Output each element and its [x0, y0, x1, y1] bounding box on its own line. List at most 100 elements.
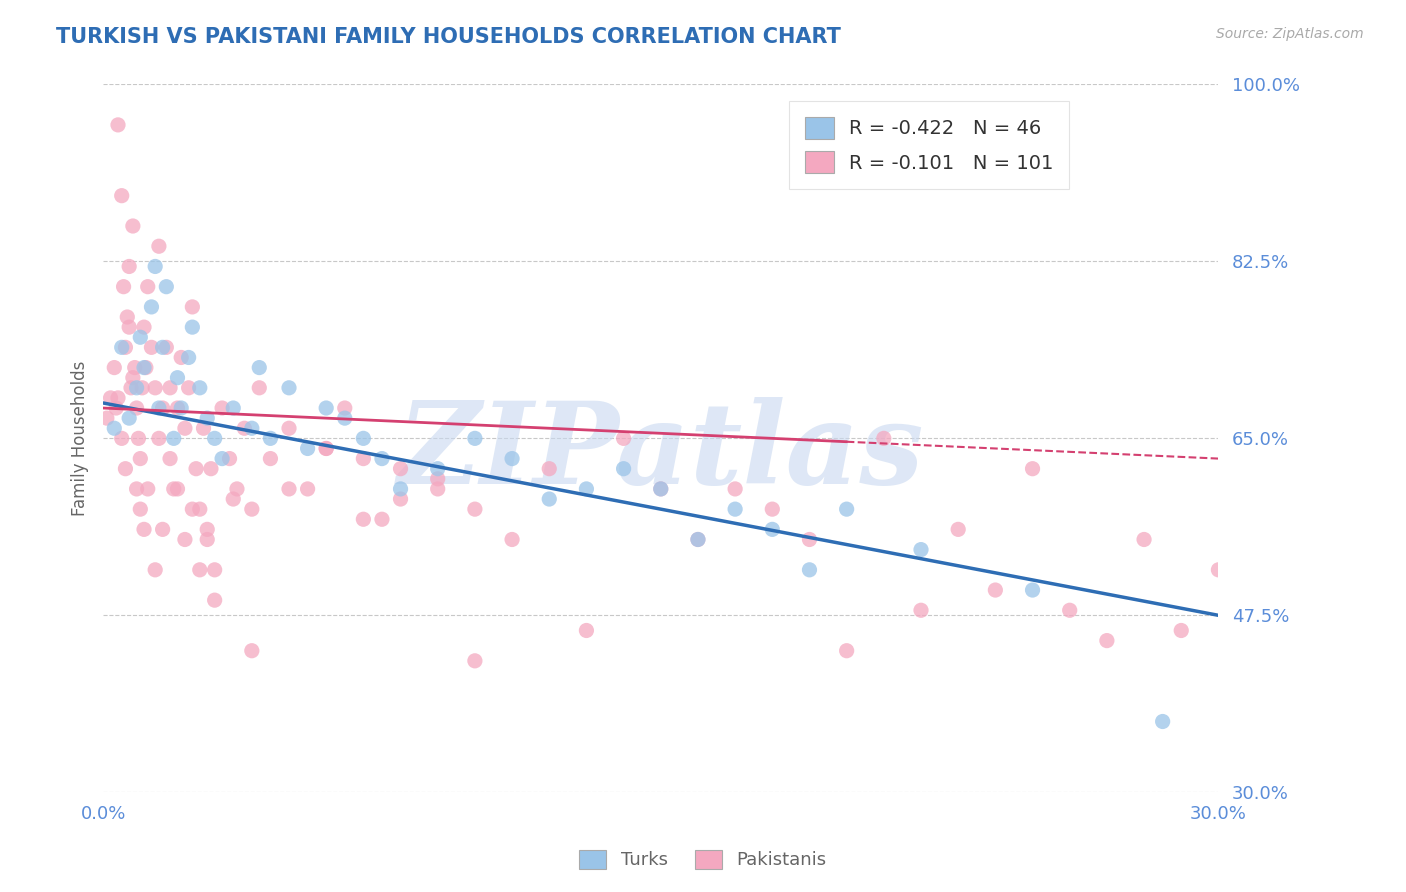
Point: [143, 260, 166, 274]
Point: [333, 411, 356, 425]
Point: [136, 279, 159, 293]
Point: [163, 431, 186, 445]
Point: [152, 401, 174, 415]
Point: [575, 624, 598, 638]
Point: [761, 502, 783, 516]
Point: [129, 451, 152, 466]
Point: [799, 563, 821, 577]
Point: [278, 421, 301, 435]
Point: [538, 461, 561, 475]
Legend: R = -0.422   N = 46, R = -0.101   N = 101: R = -0.422 N = 46, R = -0.101 N = 101: [789, 101, 1070, 189]
Point: [910, 603, 932, 617]
Point: [159, 451, 181, 466]
Point: [222, 401, 245, 415]
Point: [761, 522, 783, 536]
Point: [152, 340, 174, 354]
Point: [464, 654, 486, 668]
Point: [426, 461, 449, 475]
Point: [835, 502, 858, 516]
Point: [1170, 624, 1192, 638]
Point: [107, 391, 129, 405]
Point: [686, 533, 709, 547]
Point: [501, 533, 523, 547]
Point: [575, 482, 598, 496]
Point: [315, 442, 337, 456]
Point: [195, 533, 218, 547]
Point: [143, 563, 166, 577]
Point: [100, 391, 122, 405]
Point: [200, 461, 222, 475]
Point: [96, 411, 118, 425]
Point: [218, 451, 240, 466]
Point: [141, 300, 163, 314]
Point: [188, 563, 211, 577]
Point: [135, 360, 157, 375]
Point: [1059, 603, 1081, 617]
Point: [122, 370, 145, 384]
Point: [184, 461, 207, 475]
Point: [111, 431, 134, 445]
Point: [297, 442, 319, 456]
Point: [103, 360, 125, 375]
Point: [148, 239, 170, 253]
Point: [122, 219, 145, 233]
Point: [166, 482, 188, 496]
Point: [127, 431, 149, 445]
Point: [1133, 533, 1156, 547]
Point: [259, 431, 281, 445]
Point: [124, 360, 146, 375]
Point: [1208, 563, 1230, 577]
Point: [141, 340, 163, 354]
Point: [148, 431, 170, 445]
Point: [1021, 582, 1043, 597]
Point: [166, 401, 188, 415]
Point: [211, 401, 233, 415]
Point: [650, 482, 672, 496]
Point: [129, 330, 152, 344]
Point: [389, 491, 412, 506]
Point: [352, 451, 374, 466]
Point: [352, 512, 374, 526]
Point: [152, 522, 174, 536]
Point: [118, 260, 141, 274]
Point: [136, 482, 159, 496]
Point: [650, 482, 672, 496]
Point: [1152, 714, 1174, 729]
Point: [204, 563, 226, 577]
Point: [170, 351, 193, 365]
Point: [111, 188, 134, 202]
Text: TURKISH VS PAKISTANI FAMILY HOUSEHOLDS CORRELATION CHART: TURKISH VS PAKISTANI FAMILY HOUSEHOLDS C…: [56, 27, 841, 46]
Point: [166, 370, 188, 384]
Point: [247, 381, 270, 395]
Point: [278, 381, 301, 395]
Point: [389, 482, 412, 496]
Point: [315, 442, 337, 456]
Point: [159, 381, 181, 395]
Point: [538, 491, 561, 506]
Point: [1021, 461, 1043, 475]
Legend: Turks, Pakistanis: Turks, Pakistanis: [571, 840, 835, 879]
Point: [131, 381, 153, 395]
Point: [174, 533, 197, 547]
Point: [371, 512, 394, 526]
Point: [177, 381, 200, 395]
Point: [118, 320, 141, 334]
Point: [120, 381, 142, 395]
Point: [148, 401, 170, 415]
Point: [155, 279, 177, 293]
Point: [129, 502, 152, 516]
Point: [132, 360, 155, 375]
Point: [247, 360, 270, 375]
Point: [188, 381, 211, 395]
Point: [114, 340, 136, 354]
Point: [117, 310, 139, 324]
Point: [910, 542, 932, 557]
Point: [132, 320, 155, 334]
Point: [118, 411, 141, 425]
Point: [240, 644, 263, 658]
Point: [297, 482, 319, 496]
Point: [984, 582, 1007, 597]
Point: [613, 431, 636, 445]
Point: [181, 300, 204, 314]
Point: [222, 491, 245, 506]
